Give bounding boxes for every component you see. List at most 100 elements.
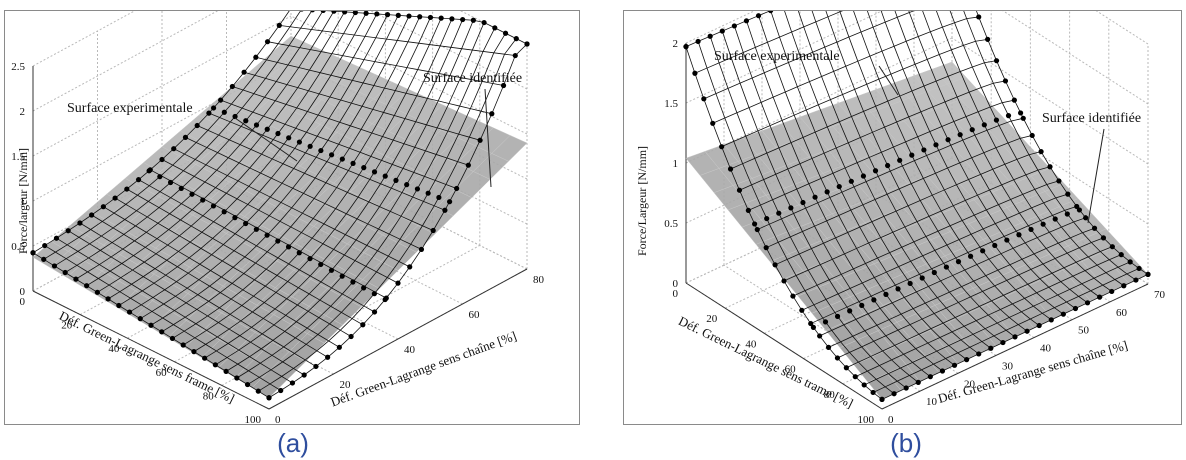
experimental-point [969,127,975,133]
experimental-point [872,168,879,174]
annotation-arrow [234,117,298,162]
experimental-point [524,41,530,47]
experimental-point [967,253,974,259]
experimental-point [65,228,71,234]
experimental-point [382,296,388,303]
experimental-point [135,177,142,183]
experimental-point [307,255,313,262]
z-tick-label: 1 [20,196,26,208]
z-tick-label: 2 [20,106,26,118]
experimental-point [719,144,725,150]
experimental-point [1133,277,1139,283]
experimental-point [812,194,818,200]
experimental-point [861,382,867,388]
y-tick-label: 10 [926,396,938,408]
experimental-point [992,242,998,249]
experimental-point [264,126,270,132]
experimental-point [1121,283,1127,289]
experimental-point [232,215,238,221]
grid-line [951,97,1149,225]
annotation-arrow [1087,128,1105,224]
experimental-point [502,30,509,36]
experimental-wire [839,11,1028,332]
experimental-point [1091,225,1098,231]
y-tick-label: 0 [888,414,894,424]
experimental-point [320,11,326,14]
experimental-point [417,14,423,20]
x-axis-line [32,290,270,410]
experimental-point [1072,305,1079,312]
y-tick-label: 60 [1116,307,1128,319]
experimental-point [253,226,259,232]
experimental-point [180,342,186,348]
experimental-point [371,169,378,175]
experimental-point [447,199,453,205]
experimental-point [870,389,876,396]
experimental-wire [694,11,844,74]
experimental-point [360,322,366,328]
experimental-point [883,291,889,297]
experimental-point [755,13,762,19]
experimental-point [1097,294,1103,300]
experimental-point [909,152,915,158]
experimental-point [339,273,345,279]
experimental-point [985,36,991,42]
experimental-wire [703,11,915,100]
experimental-point [710,120,716,126]
experimental-point [289,380,296,386]
experimental-point [374,11,380,17]
experimental-wire [894,11,1076,309]
experimental-point [89,212,95,218]
experimental-point [159,156,165,163]
experimental-point [167,179,174,186]
experimental-point [51,263,58,269]
experimental-point [300,11,304,12]
z-tick-label: 0.5 [11,241,25,253]
experimental-point [211,105,217,111]
experimental-wire [766,135,1033,249]
experimental-point [993,117,1000,123]
experimental-point [62,269,68,276]
experimental-point [146,168,152,174]
experimental-wire [243,71,481,141]
experimental-point [1029,132,1035,139]
experimental-wire [922,11,1100,298]
caption-b: (b) [890,428,922,458]
experimental-point [318,147,324,154]
experimental-wire [64,11,324,273]
experimental-point [206,110,212,116]
experimental-point [307,143,313,149]
experimental-wire [963,11,1137,281]
experimental-point [731,23,737,29]
experimental-point [1028,226,1034,233]
experimental-point [736,187,743,193]
experimental-point [1016,232,1022,238]
experimental-point [945,137,951,143]
experimental-wire [118,13,378,306]
experimental-point [752,221,758,227]
experimental-point [745,207,751,214]
experimental-wire [97,12,356,293]
experimental-point [404,182,410,188]
experimental-point [976,351,982,357]
experimental-point [1100,235,1107,241]
z-tick-label: 1.5 [664,98,678,110]
experimental-point [182,134,189,140]
experimental-point [221,209,227,215]
experimental-point [94,289,100,295]
experimental-point [754,226,760,233]
experimental-point [897,157,903,163]
annotation-identified: Surface identifiée [1042,111,1141,126]
experimental-point [776,210,782,216]
experimental-point [1004,237,1010,243]
experimental-point [719,28,725,34]
experimental-point [296,250,302,256]
experimental-point [241,69,247,75]
experimental-point [318,261,324,268]
experimental-point [159,329,165,335]
experimental-wire [255,56,492,115]
experimental-point [1040,221,1046,227]
experimental-point [264,232,270,238]
experimental-point [822,319,829,325]
experimental-point [810,324,816,330]
